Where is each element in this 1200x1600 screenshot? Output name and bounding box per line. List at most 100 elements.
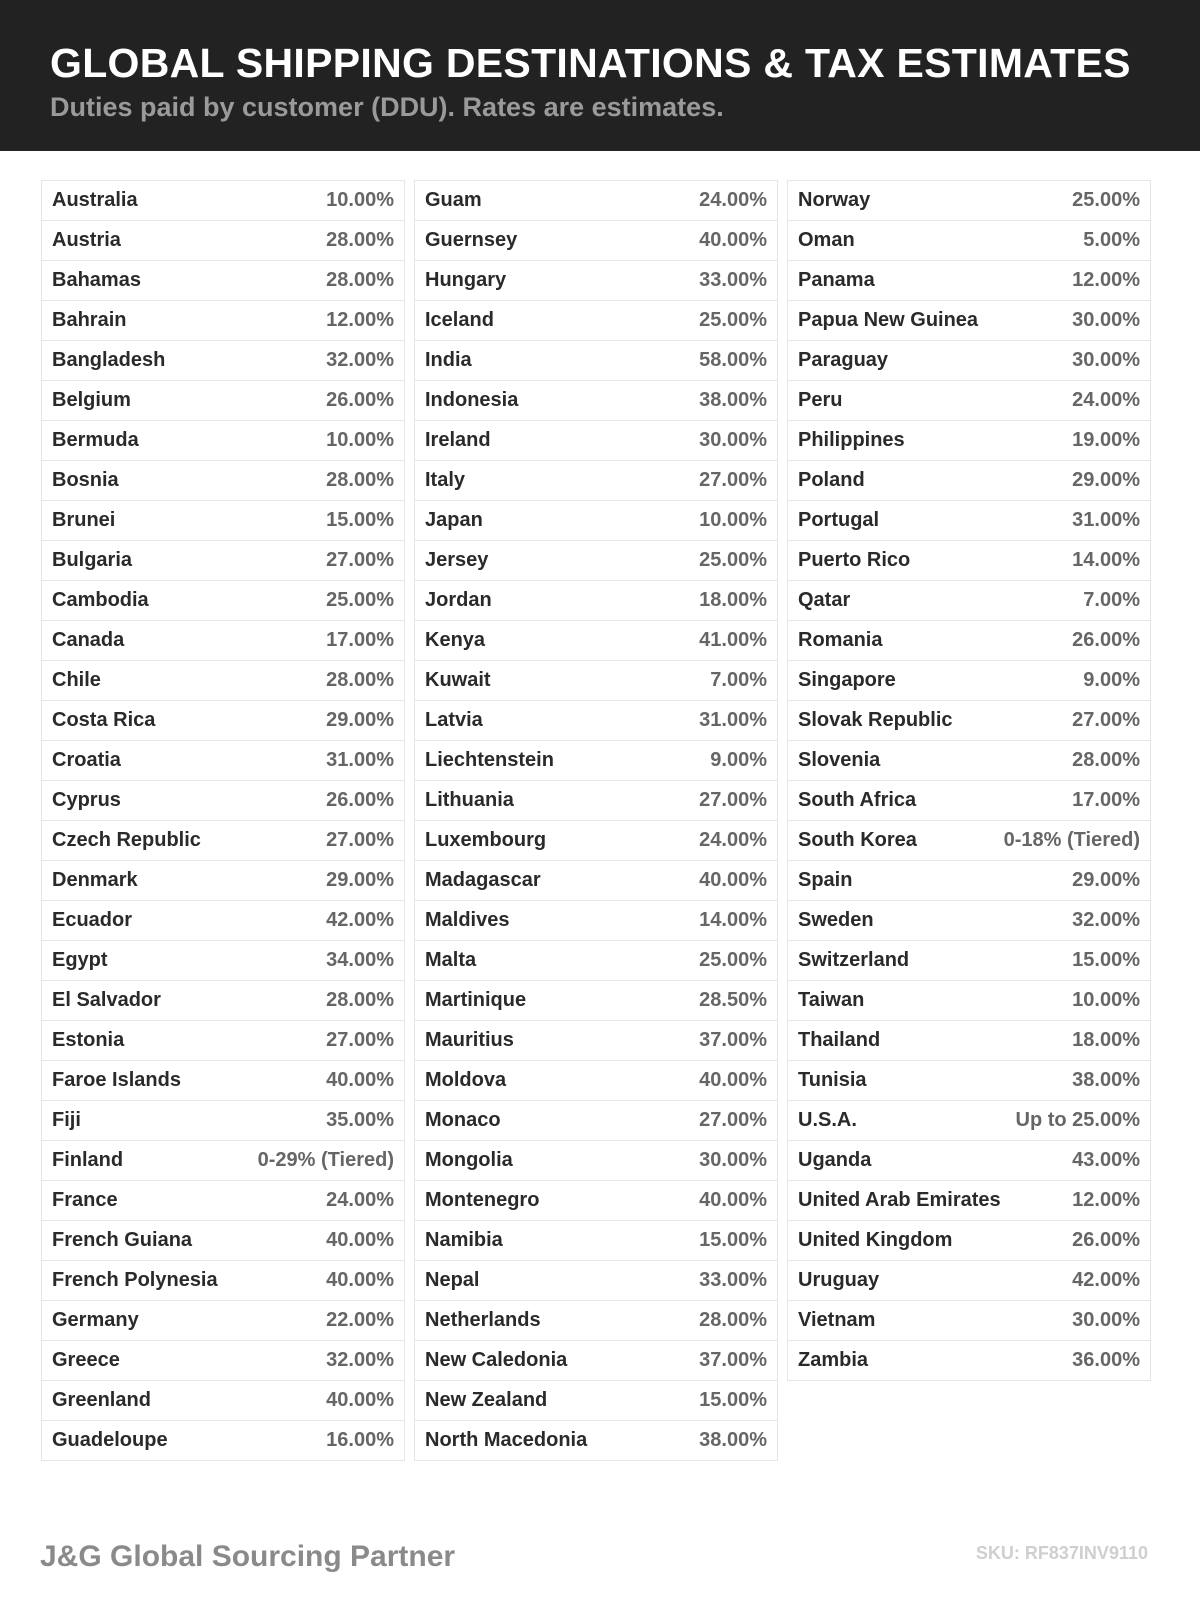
table-row: Luxembourg 24.00% xyxy=(415,821,777,861)
tax-rate: 7.00% xyxy=(710,669,767,691)
table-row: Chile 28.00% xyxy=(42,661,404,701)
table-row: Jordan 18.00% xyxy=(415,581,777,621)
table-row: Peru 24.00% xyxy=(788,381,1150,421)
table-row: Nepal 33.00% xyxy=(415,1261,777,1301)
table-row: Thailand 18.00% xyxy=(788,1021,1150,1061)
tax-rate: 32.00% xyxy=(326,349,394,371)
table-row: Cambodia 25.00% xyxy=(42,581,404,621)
country-name: Hungary xyxy=(425,269,507,291)
tax-rate: 40.00% xyxy=(699,869,767,891)
table-row: Philippines 19.00% xyxy=(788,421,1150,461)
table-row: Fiji 35.00% xyxy=(42,1101,404,1141)
country-name: Guam xyxy=(425,189,482,211)
tax-rate: 18.00% xyxy=(699,589,767,611)
tax-rate: 27.00% xyxy=(326,549,394,571)
country-name: South Korea xyxy=(798,829,917,851)
country-name: El Salvador xyxy=(52,989,161,1011)
country-name: Puerto Rico xyxy=(798,549,911,571)
tax-rate: 26.00% xyxy=(1072,1229,1140,1251)
country-name: Fiji xyxy=(52,1109,81,1131)
table-row: Zambia 36.00% xyxy=(788,1341,1150,1381)
tax-rate: 7.00% xyxy=(1083,589,1140,611)
country-name: Lithuania xyxy=(425,789,514,811)
table-row: Spain 29.00% xyxy=(788,861,1150,901)
country-name: North Macedonia xyxy=(425,1429,588,1451)
table-row: Guadeloupe 16.00% xyxy=(42,1421,404,1461)
tax-rate: 17.00% xyxy=(1072,789,1140,811)
tax-rate: 5.00% xyxy=(1083,229,1140,251)
table-row: Mauritius 37.00% xyxy=(415,1021,777,1061)
table-row: Bulgaria 27.00% xyxy=(42,541,404,581)
tax-rate: 29.00% xyxy=(1072,869,1140,891)
tax-rate: 31.00% xyxy=(699,709,767,731)
table-row: Ecuador 42.00% xyxy=(42,901,404,941)
country-name: Bosnia xyxy=(52,469,119,491)
country-name: New Caledonia xyxy=(425,1349,568,1371)
table-row: South Korea 0-18% (Tiered) xyxy=(788,821,1150,861)
table-row: Switzerland 15.00% xyxy=(788,941,1150,981)
tax-rate: 33.00% xyxy=(699,1269,767,1291)
tax-rate: 15.00% xyxy=(699,1389,767,1411)
table-row: India 58.00% xyxy=(415,341,777,381)
table-row: Finland 0-29% (Tiered) xyxy=(42,1141,404,1181)
country-name: Panama xyxy=(798,269,875,291)
table-row: Vietnam 30.00% xyxy=(788,1301,1150,1341)
country-name: Finland xyxy=(52,1149,124,1171)
table-row: United Arab Emirates 12.00% xyxy=(788,1181,1150,1221)
tax-rate: 0-29% (Tiered) xyxy=(257,1149,394,1171)
tax-rate: 31.00% xyxy=(1072,509,1140,531)
country-name: Switzerland xyxy=(798,949,910,971)
country-name: Chile xyxy=(52,669,101,691)
tax-rate: 38.00% xyxy=(1072,1069,1140,1091)
country-name: Italy xyxy=(425,469,466,491)
page-subtitle: Duties paid by customer (DDU). Rates are… xyxy=(50,92,724,122)
tax-rate: 26.00% xyxy=(1072,629,1140,651)
tax-rate: 29.00% xyxy=(326,709,394,731)
table-row: Taiwan 10.00% xyxy=(788,981,1150,1021)
tax-rate: 17.00% xyxy=(326,629,394,651)
table-row: Faroe Islands 40.00% xyxy=(42,1061,404,1101)
country-name: Guadeloupe xyxy=(52,1429,168,1451)
tax-rate: 27.00% xyxy=(699,789,767,811)
country-name: Monaco xyxy=(425,1109,501,1131)
table-row: Ireland 30.00% xyxy=(415,421,777,461)
country-name: Ireland xyxy=(425,429,491,451)
country-name: Madagascar xyxy=(425,869,541,891)
tax-rate: 12.00% xyxy=(326,309,394,331)
table-row: Bosnia 28.00% xyxy=(42,461,404,501)
tax-rate: 27.00% xyxy=(326,829,394,851)
table-row: Japan 10.00% xyxy=(415,501,777,541)
table-row: Paraguay 30.00% xyxy=(788,341,1150,381)
table-row: Slovak Republic 27.00% xyxy=(788,701,1150,741)
country-name: Greenland xyxy=(52,1389,151,1411)
table-row: France 24.00% xyxy=(42,1181,404,1221)
country-name: Egypt xyxy=(52,949,108,971)
tax-rate: 40.00% xyxy=(326,1269,394,1291)
tax-rate: 34.00% xyxy=(326,949,394,971)
table-row: United Kingdom 26.00% xyxy=(788,1221,1150,1261)
country-name: Indonesia xyxy=(425,389,519,411)
brand-name: J&G Global Sourcing Partner xyxy=(40,1540,456,1573)
table-row: Netherlands 28.00% xyxy=(415,1301,777,1341)
tax-rate: 40.00% xyxy=(326,1229,394,1251)
country-name: Mongolia xyxy=(425,1149,513,1171)
table-row: Bermuda 10.00% xyxy=(42,421,404,461)
tax-rate: 30.00% xyxy=(1072,1309,1140,1331)
country-name: Slovenia xyxy=(798,749,881,771)
table-row: Italy 27.00% xyxy=(415,461,777,501)
table-row: New Caledonia 37.00% xyxy=(415,1341,777,1381)
country-name: Iceland xyxy=(425,309,494,331)
tax-rate: 15.00% xyxy=(699,1229,767,1251)
table-row: Papua New Guinea 30.00% xyxy=(788,301,1150,341)
tax-rate: 28.00% xyxy=(326,669,394,691)
table-row: Belgium 26.00% xyxy=(42,381,404,421)
tax-rate: 12.00% xyxy=(1072,269,1140,291)
table-row: Austria 28.00% xyxy=(42,221,404,261)
country-name: Thailand xyxy=(798,1029,881,1051)
table-row: Monaco 27.00% xyxy=(415,1101,777,1141)
country-name: Malta xyxy=(425,949,477,971)
table-row: Norway 25.00% xyxy=(788,181,1150,221)
header-banner: GLOBAL SHIPPING DESTINATIONS & TAX ESTIM… xyxy=(0,0,1200,151)
tax-rate: 10.00% xyxy=(1072,989,1140,1011)
tax-rate: 10.00% xyxy=(699,509,767,531)
